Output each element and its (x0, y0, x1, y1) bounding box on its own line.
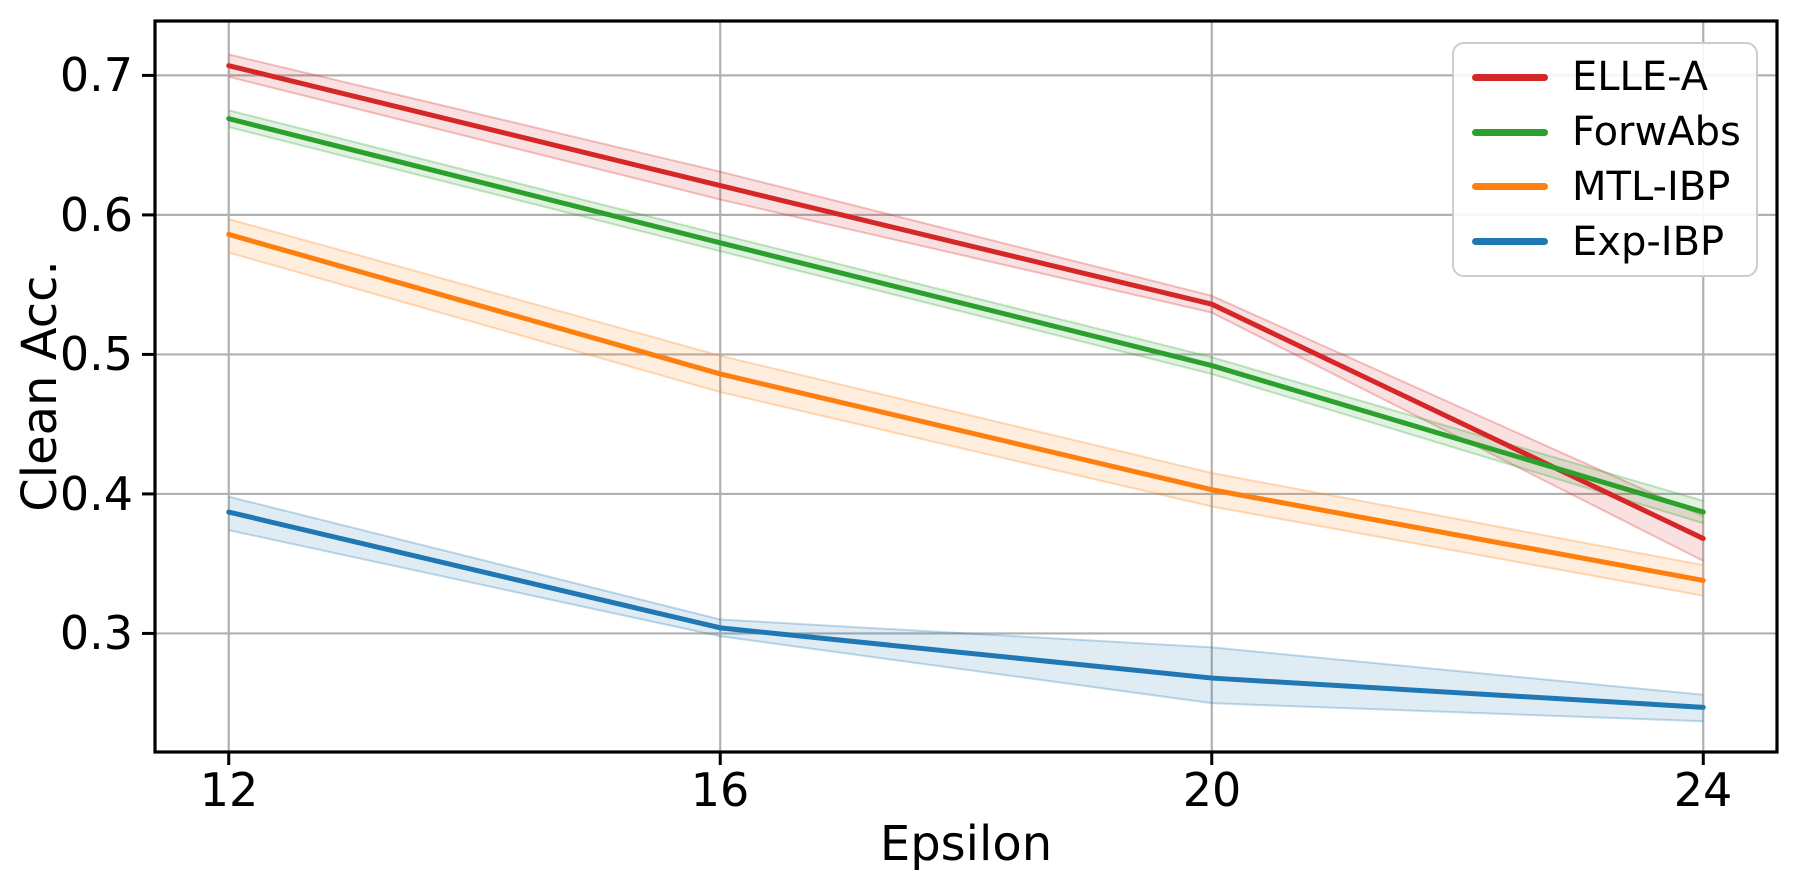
legend-swatch-mtl-ibp-icon (1472, 183, 1548, 191)
band-edge-upper-ELLE-A (228, 53, 1704, 518)
band-edge-lower-ForwAbs (228, 126, 1704, 525)
band-edge-upper-MTL-IBP (228, 218, 1704, 567)
xtick-label-24: 24 (1673, 763, 1733, 817)
xtick-label-20: 20 (1182, 763, 1242, 817)
legend-item-elle-a: ELLE-A (1472, 54, 1756, 100)
xtick-label-12: 12 (199, 763, 259, 817)
series-line-ELLE-A (226, 63, 1706, 542)
legend-label-forwabs: ForwAbs (1572, 109, 1741, 156)
legend: ELLE-A ForwAbs MTL-IBP Exp-IBP (1452, 42, 1758, 277)
confidence-band-ELLE-A (228, 54, 1704, 561)
series-line-ForwAbs (226, 116, 1706, 515)
y-axis-label: Clean Acc. (12, 260, 68, 512)
legend-item-mtl-ibp: MTL-IBP (1472, 164, 1756, 210)
ytick-label-0.6: 0.6 (59, 188, 133, 242)
x-axis-label: Epsilon (879, 816, 1053, 872)
ytick-label-0.4: 0.4 (59, 467, 133, 521)
band-edge-lower-Exp-IBP (228, 529, 1704, 723)
ytick-label-0.3: 0.3 (59, 606, 133, 660)
legend-item-exp-ibp: Exp-IBP (1472, 219, 1756, 265)
band-edge-upper-ForwAbs (228, 109, 1704, 502)
legend-swatch-exp-ibp-icon (1472, 238, 1548, 246)
band-edge-lower-MTL-IBP (228, 251, 1704, 597)
ytick-label-0.5: 0.5 (59, 327, 133, 381)
legend-swatch-elle-a-icon (1472, 73, 1548, 81)
series-line-MTL-IBP (226, 231, 1706, 583)
legend-label-mtl-ibp: MTL-IBP (1572, 163, 1731, 210)
legend-label-elle-a: ELLE-A (1572, 54, 1709, 101)
legend-label-exp-ibp: Exp-IBP (1572, 218, 1725, 265)
ytick-label-0.7: 0.7 (59, 48, 133, 102)
plot-border (153, 19, 1779, 754)
confidence-band-Exp-IBP (228, 496, 1704, 722)
series-line-Exp-IBP (226, 509, 1706, 710)
xtick-label-16: 16 (690, 763, 750, 817)
confidence-band-MTL-IBP (228, 219, 1704, 596)
legend-item-forwabs: ForwAbs (1472, 109, 1756, 155)
legend-swatch-forwabs-icon (1472, 128, 1548, 136)
band-edge-upper-Exp-IBP (228, 495, 1704, 696)
